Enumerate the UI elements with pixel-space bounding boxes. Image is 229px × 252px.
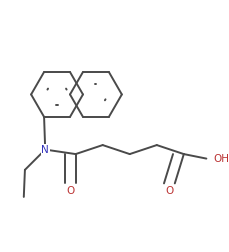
Text: O: O	[166, 186, 174, 196]
Text: OH: OH	[213, 153, 229, 164]
Text: N: N	[41, 145, 49, 154]
Text: O: O	[67, 186, 75, 196]
